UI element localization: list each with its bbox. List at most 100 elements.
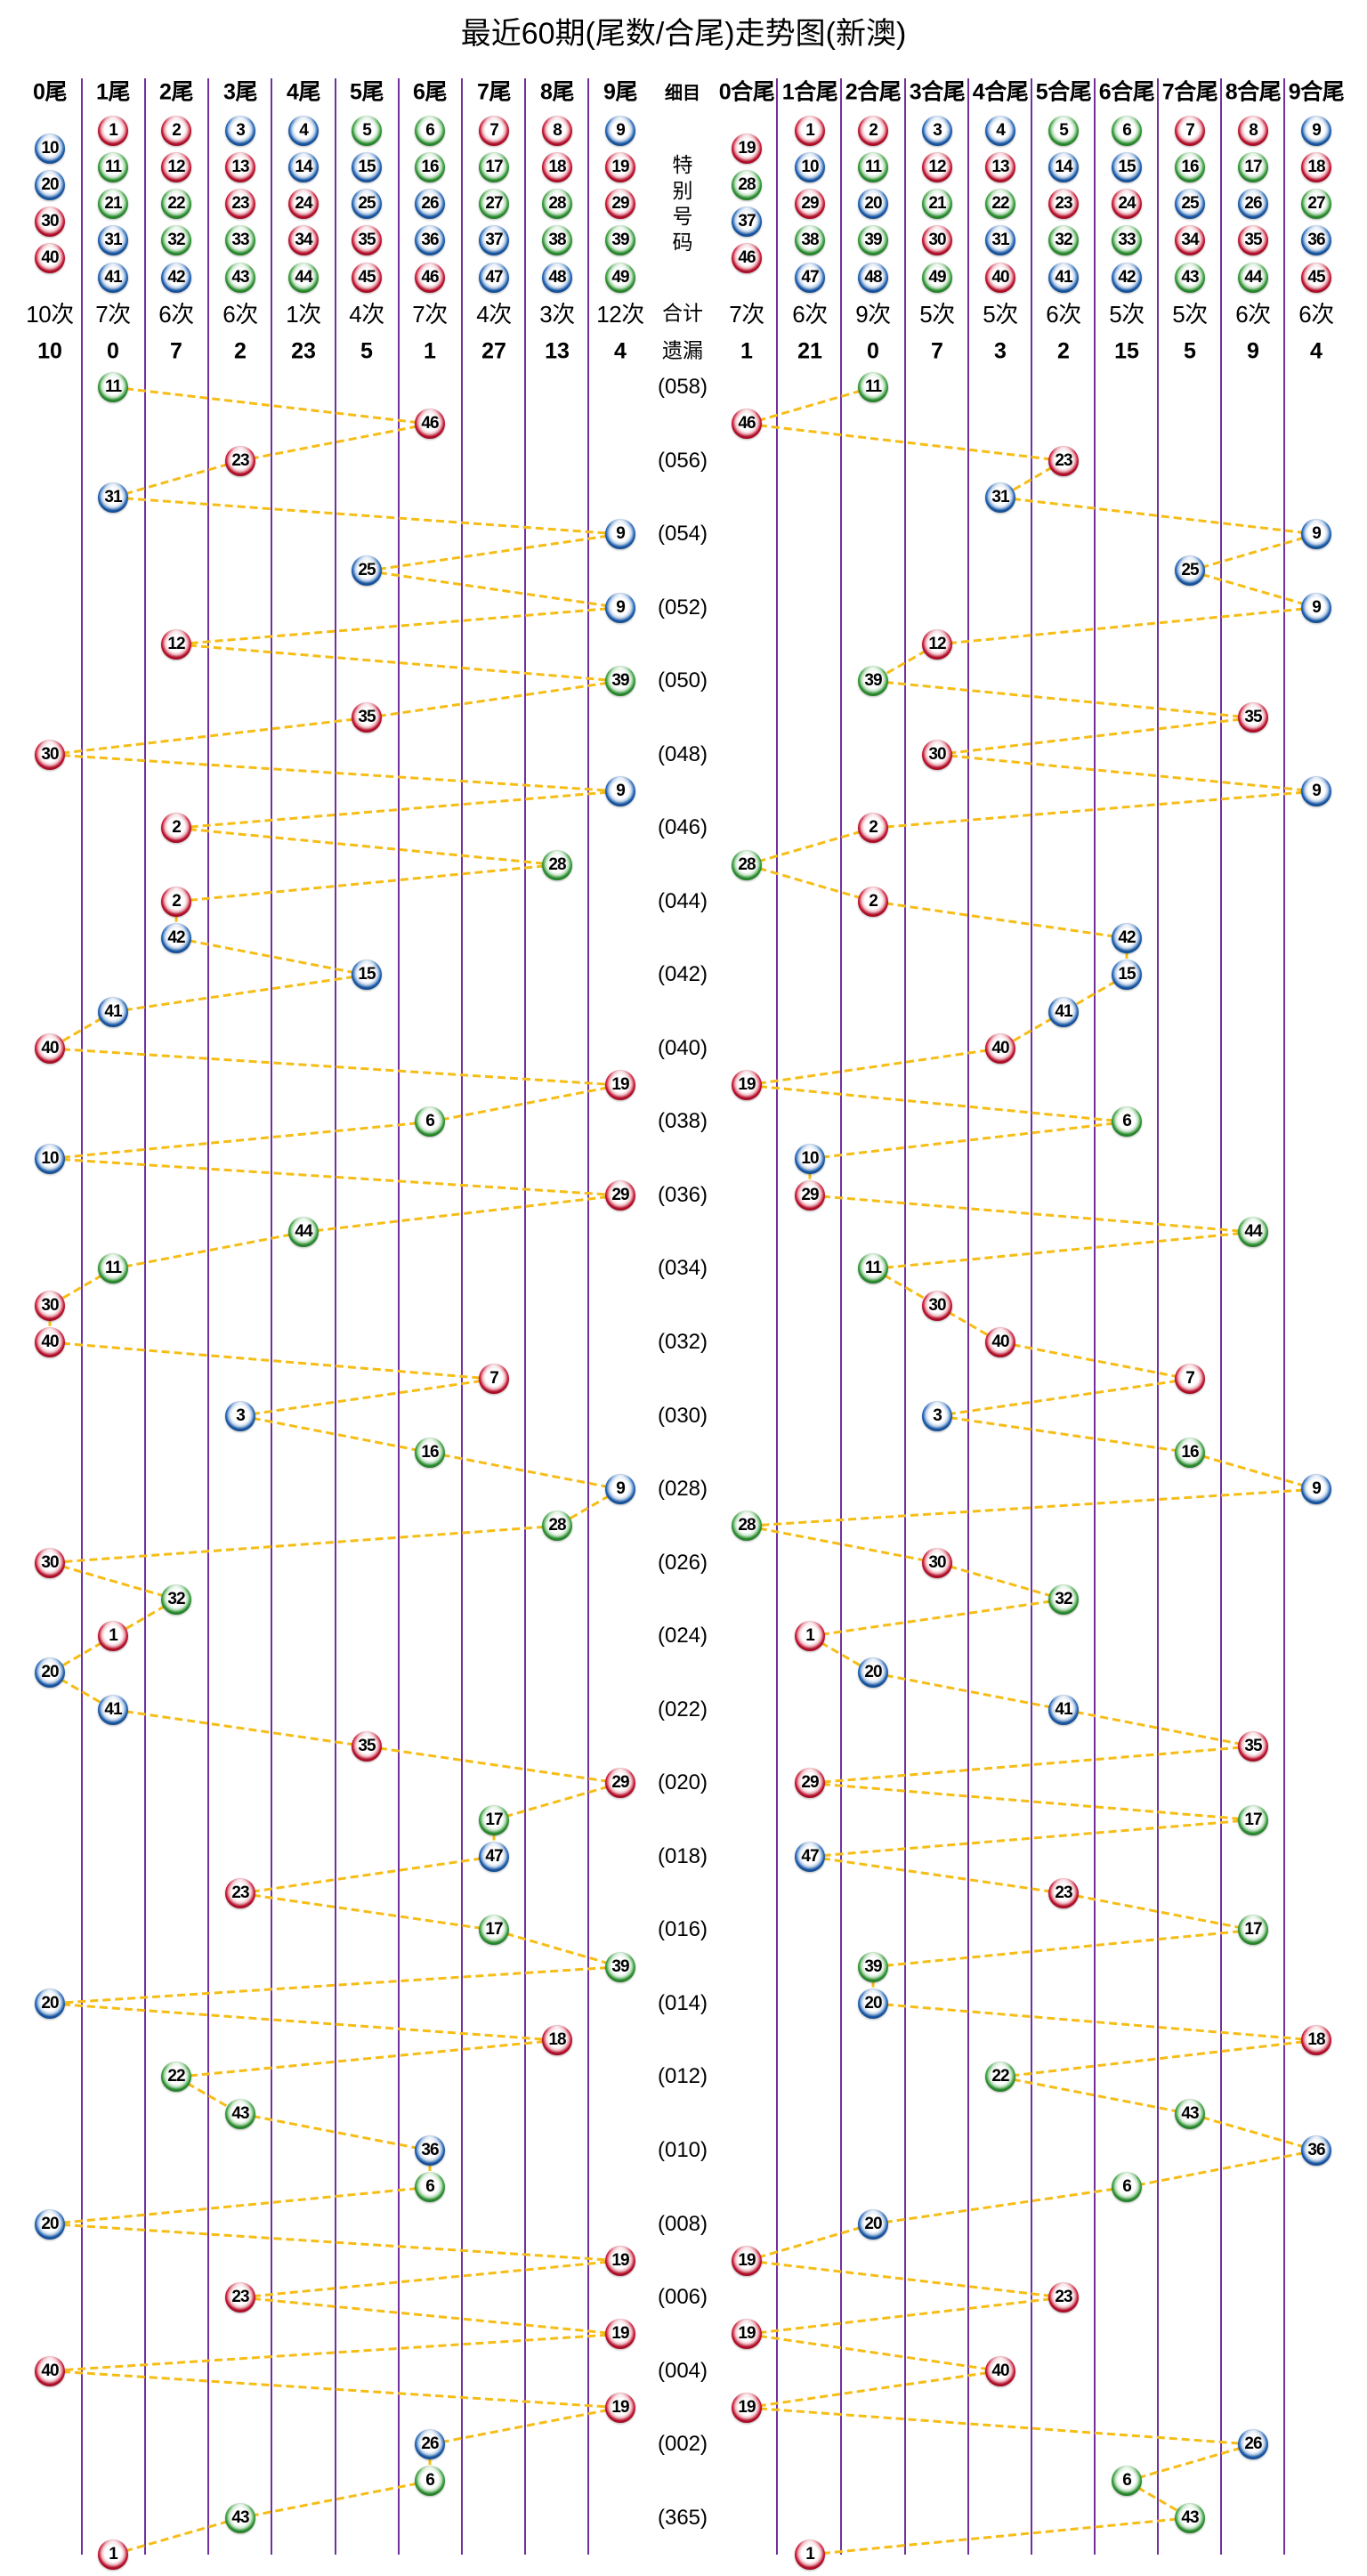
period-label: (002) (657, 2432, 708, 2457)
header-number-ball: 33 (1112, 225, 1142, 255)
tail-trend-segment (49, 716, 368, 757)
period-label: (056) (657, 448, 708, 473)
tail-trend-segment (112, 2516, 241, 2556)
period-label: (042) (657, 962, 708, 987)
header-number-ball: 4 (985, 116, 1015, 146)
header-number-ball: 44 (1238, 263, 1268, 293)
tail-trend-ball: 30 (35, 1547, 65, 1578)
sum-tail-trend-ball: 19 (732, 2245, 762, 2276)
sum-tail-column-header: 4合尾 (972, 79, 1029, 105)
header-number-ball: 11 (858, 152, 888, 182)
period-label: (046) (657, 815, 708, 840)
sum-tail-column-header: 3合尾 (909, 79, 966, 105)
column-divider (904, 78, 906, 2555)
sum-tail-trend-segment (809, 1855, 1064, 1895)
period-label: (018) (657, 1843, 708, 1868)
period-label: (365) (657, 2505, 708, 2530)
sum-tail-count: 5次 (1109, 301, 1145, 328)
period-label: (050) (657, 668, 708, 693)
sum-tail-trend-ball: 17 (1238, 1804, 1268, 1835)
header-number-ball: 13 (225, 152, 255, 182)
sum-tail-column-header: 7合尾 (1161, 79, 1218, 105)
tail-trend-segment (175, 606, 621, 646)
period-label: (006) (657, 2285, 708, 2310)
period-label: (026) (657, 1550, 708, 1575)
tail-trend-segment (366, 1745, 621, 1785)
column-divider (207, 78, 209, 2555)
sum-tail-column-header: 8合尾 (1225, 79, 1282, 105)
tail-trend-ball: 20 (35, 1988, 65, 2019)
tail-trend-ball: 40 (35, 2355, 65, 2386)
sum-tail-trend-segment (746, 863, 874, 903)
sum-tail-trend-ball: 6 (1112, 2172, 1142, 2203)
header-number-ball: 21 (98, 189, 128, 219)
sum-tail-trend-ball: 41 (1048, 996, 1079, 1027)
tail-trend-ball: 19 (605, 2392, 635, 2423)
header-number-ball: 2 (161, 116, 191, 146)
tail-trend-ball: 23 (225, 445, 255, 476)
tail-column-header: 3尾 (223, 79, 257, 105)
tail-count: 12次 (596, 301, 644, 328)
sum-tail-trend-ball: 9 (1301, 519, 1331, 550)
tail-trend-ball: 11 (98, 372, 128, 402)
header-number-ball: 37 (732, 207, 762, 237)
tail-omission: 4 (614, 338, 627, 364)
header-number-ball: 43 (1175, 263, 1205, 293)
sum-tail-trend-ball: 6 (1112, 1106, 1142, 1138)
sum-tail-trend-segment (936, 606, 1317, 646)
tail-column-header: 9尾 (603, 79, 637, 105)
period-label: (058) (657, 375, 708, 399)
header-number-ball: 3 (922, 116, 952, 146)
sum-tail-trend-ball: 30 (922, 1547, 952, 1578)
period-label: (040) (657, 1035, 708, 1060)
header-number-ball: 40 (35, 243, 65, 273)
header-number-ball: 13 (985, 152, 1015, 182)
tail-omission: 13 (545, 338, 570, 364)
tail-trend-ball: 39 (605, 1951, 635, 1982)
sum-tail-column-header: 0合尾 (718, 79, 775, 105)
sum-tail-trend-ball: 41 (1048, 1694, 1079, 1725)
tail-trend-segment (366, 569, 621, 610)
header-number-ball: 19 (605, 152, 635, 182)
tail-column-header: 0尾 (33, 79, 67, 105)
header-number-ball: 41 (98, 263, 128, 293)
tail-trend-segment (239, 1855, 495, 1895)
sum-tail-trend-ball: 9 (1301, 1474, 1331, 1505)
tail-trend-segment (175, 643, 621, 683)
tail-trend-segment (366, 679, 621, 719)
sum-tail-trend-segment (1189, 1451, 1317, 1491)
header-number-ball: 26 (415, 189, 445, 219)
header-number-ball: 28 (732, 170, 762, 200)
tail-trend-ball: 7 (479, 1364, 509, 1395)
sum-tail-trend-ball: 36 (1301, 2135, 1331, 2166)
tail-trend-segment (49, 2332, 621, 2373)
tail-trend-segment (112, 1230, 304, 1270)
header-number-ball: 32 (1048, 225, 1079, 255)
sum-tail-trend-ball: 3 (922, 1400, 952, 1431)
sum-tail-trend-segment (936, 1414, 1191, 1454)
header-number-ball: 30 (35, 207, 65, 237)
header-number-ball: 23 (225, 189, 255, 219)
column-divider (1157, 78, 1159, 2555)
tail-column-header: 2尾 (159, 79, 193, 105)
tail-omission: 27 (481, 338, 506, 364)
sum-tail-trend-segment (1189, 569, 1317, 610)
header-number-ball: 18 (1301, 152, 1331, 182)
period-label: (030) (657, 1403, 708, 1428)
column-divider (1031, 78, 1032, 2555)
sum-tail-omission: 0 (867, 338, 879, 364)
tail-trend-ball: 9 (605, 775, 635, 806)
period-label: (034) (657, 1256, 708, 1281)
tail-omission: 1 (424, 338, 436, 364)
sum-tail-trend-ball: 19 (732, 2319, 762, 2350)
sum-tail-trend-segment (872, 2002, 1317, 2042)
sum-tail-trend-ball: 30 (922, 739, 952, 770)
sum-tail-trend-segment (809, 1194, 1254, 1234)
sum-tail-trend-segment (809, 1781, 1254, 1822)
column-divider (524, 78, 526, 2555)
special-number-label: 特别号码 (672, 154, 693, 255)
tail-trend-segment (429, 1083, 621, 1123)
tail-trend-segment (112, 496, 621, 536)
tail-trend-ball: 40 (35, 1327, 65, 1358)
